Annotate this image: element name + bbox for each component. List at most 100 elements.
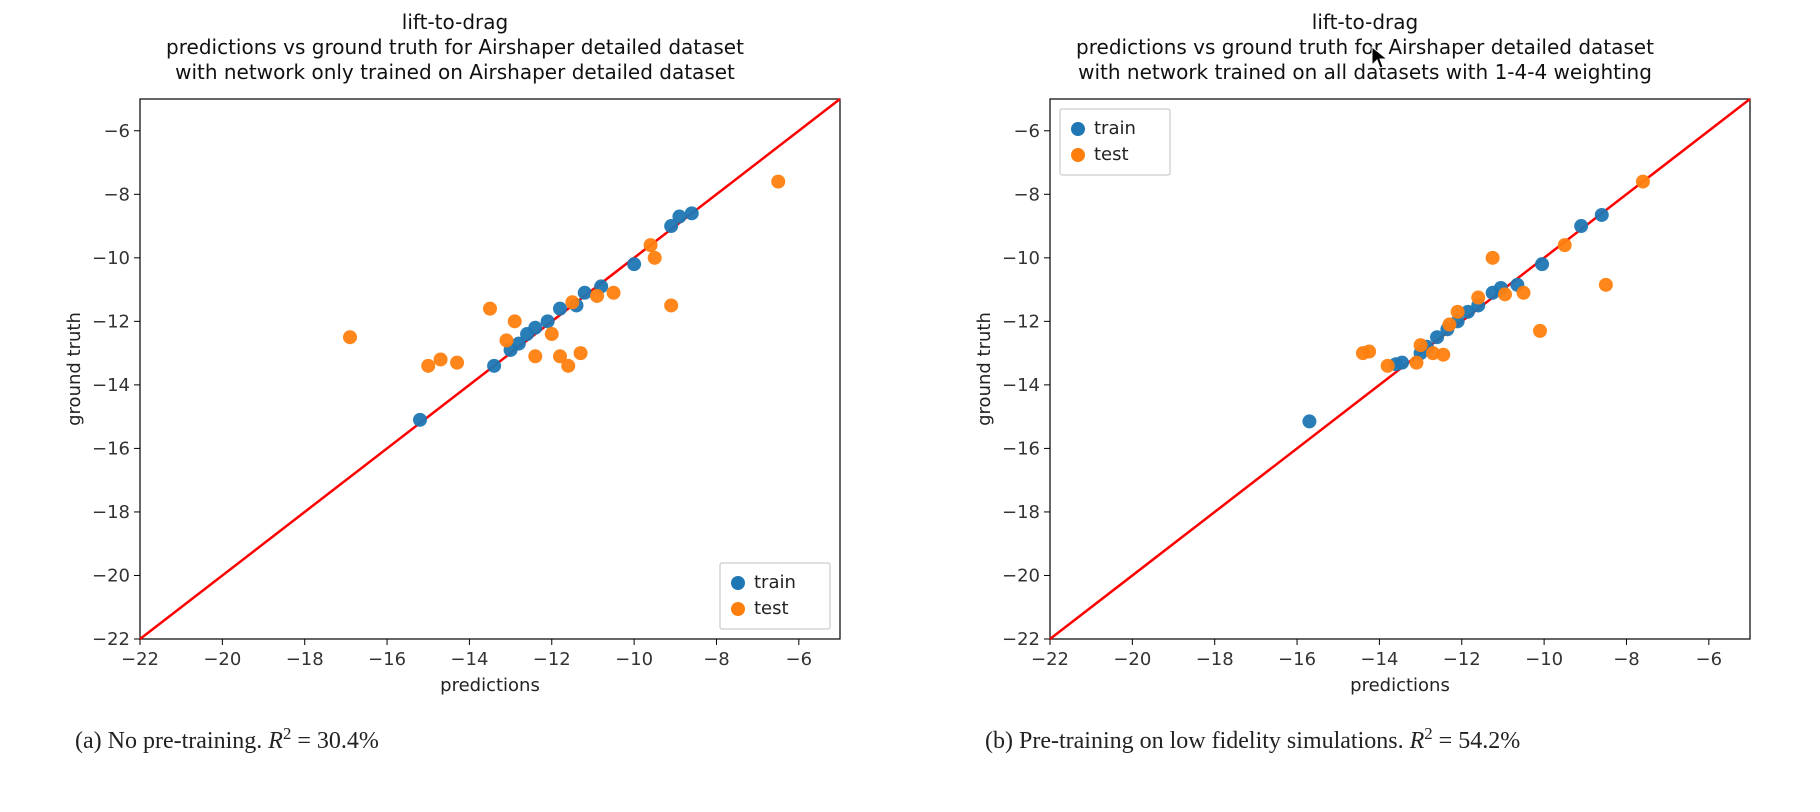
panel-a-caption: (a) No pre-training. R2 = 30.4%: [75, 723, 835, 757]
figure-container: lift-to-drag predictions vs ground truth…: [0, 0, 1820, 812]
legend: train test: [720, 563, 830, 629]
x-tick-label: −10: [615, 649, 653, 670]
test-point: [1486, 251, 1500, 265]
y-tick-label: −18: [92, 502, 130, 523]
train-point: [413, 413, 427, 427]
caption-a-metric-value: = 30.4%: [291, 728, 379, 754]
x-tick-label: −10: [1525, 649, 1563, 670]
panel-a: lift-to-drag predictions vs ground truth…: [15, 10, 895, 757]
test-point: [508, 314, 522, 328]
y-tick-label: −10: [1002, 248, 1040, 269]
caption-b-metric-value: = 54.2%: [1433, 728, 1521, 754]
y-tick-label: −18: [1002, 502, 1040, 523]
y-tick-label: −8: [103, 184, 130, 205]
y-tick-label: −10: [92, 248, 130, 269]
test-point: [1636, 175, 1650, 189]
test-point: [545, 327, 559, 341]
y-tick-label: −16: [1002, 438, 1040, 459]
legend-train-label: train: [754, 572, 796, 593]
train-point: [1302, 414, 1316, 428]
test-point: [607, 286, 621, 300]
x-tick-label: −12: [1443, 649, 1481, 670]
x-tick-label: −6: [786, 649, 813, 670]
x-tick-label: −6: [1696, 649, 1723, 670]
x-tick-label: −18: [1196, 649, 1234, 670]
panel-b-plot: −22−20−18−16−14−12−10−8−6−22−20−18−16−14…: [960, 89, 1770, 709]
x-tick-label: −14: [1360, 649, 1398, 670]
train-point: [541, 314, 555, 328]
y-tick-label: −20: [1002, 565, 1040, 586]
test-point: [1599, 278, 1613, 292]
legend-train-label: train: [1094, 118, 1136, 139]
panel-a-plot: −22−20−18−16−14−12−10−8−6−22−20−18−16−14…: [50, 89, 860, 709]
caption-b-metric-symbol: R: [1410, 728, 1425, 754]
x-tick-label: −20: [203, 649, 241, 670]
panel-a-title: lift-to-drag predictions vs ground truth…: [166, 10, 744, 85]
test-point: [528, 349, 542, 363]
test-point: [1558, 238, 1572, 252]
test-point: [450, 356, 464, 370]
test-point: [565, 295, 579, 309]
test-point: [561, 359, 575, 373]
y-tick-label: −12: [92, 311, 130, 332]
legend-test-label: test: [1094, 144, 1129, 165]
legend-test-label: test: [754, 598, 789, 619]
x-axis-label: predictions: [440, 675, 540, 696]
x-tick-label: −16: [368, 649, 406, 670]
train-point: [1535, 257, 1549, 271]
test-point: [1471, 291, 1485, 305]
y-tick-label: −8: [1013, 184, 1040, 205]
panel-b-caption: (b) Pre-training on low fidelity simulat…: [985, 723, 1745, 757]
train-point: [627, 257, 641, 271]
train-point: [553, 302, 567, 316]
train-point: [685, 206, 699, 220]
y-tick-label: −6: [103, 121, 130, 142]
test-point: [1451, 305, 1465, 319]
mouse-cursor-icon: [1370, 45, 1390, 71]
y-tick-label: −12: [1002, 311, 1040, 332]
cursor-path: [1372, 47, 1387, 68]
test-point: [648, 251, 662, 265]
y-tick-label: −6: [1013, 121, 1040, 142]
test-point: [343, 330, 357, 344]
test-point: [1517, 286, 1531, 300]
y-tick-label: −20: [92, 565, 130, 586]
x-tick-label: −8: [703, 649, 730, 670]
x-tick-label: −14: [450, 649, 488, 670]
test-point: [483, 302, 497, 316]
caption-a-metric-symbol: R: [268, 728, 283, 754]
test-point: [644, 238, 658, 252]
x-axis-label: predictions: [1350, 675, 1450, 696]
test-point: [499, 333, 513, 347]
train-point: [1595, 208, 1609, 222]
x-tick-label: −20: [1113, 649, 1151, 670]
caption-b-metric-sup: 2: [1424, 724, 1432, 743]
y-tick-label: −22: [92, 629, 130, 650]
y-tick-label: −22: [1002, 629, 1040, 650]
legend-train-marker: [1071, 122, 1085, 136]
test-point: [1381, 359, 1395, 373]
y-axis-label: ground truth: [974, 312, 995, 426]
test-point: [771, 175, 785, 189]
legend: train test: [1060, 109, 1170, 175]
test-point: [1533, 324, 1547, 338]
x-tick-label: −18: [286, 649, 324, 670]
test-point: [1409, 356, 1423, 370]
y-tick-label: −14: [92, 375, 130, 396]
test-point: [1442, 318, 1456, 332]
train-point: [1574, 219, 1588, 233]
y-tick-label: −16: [92, 438, 130, 459]
test-point: [434, 352, 448, 366]
train-point: [672, 210, 686, 224]
test-point: [421, 359, 435, 373]
caption-a-prefix: (a) No pre-training.: [75, 728, 268, 754]
test-point: [1436, 348, 1450, 362]
test-point: [1362, 345, 1376, 359]
legend-train-marker: [731, 576, 745, 590]
test-point: [590, 289, 604, 303]
train-point: [1395, 356, 1409, 370]
x-tick-label: −8: [1613, 649, 1640, 670]
caption-b-prefix: (b) Pre-training on low fidelity simulat…: [985, 728, 1410, 754]
x-tick-label: −12: [533, 649, 571, 670]
legend-test-marker: [1071, 148, 1085, 162]
